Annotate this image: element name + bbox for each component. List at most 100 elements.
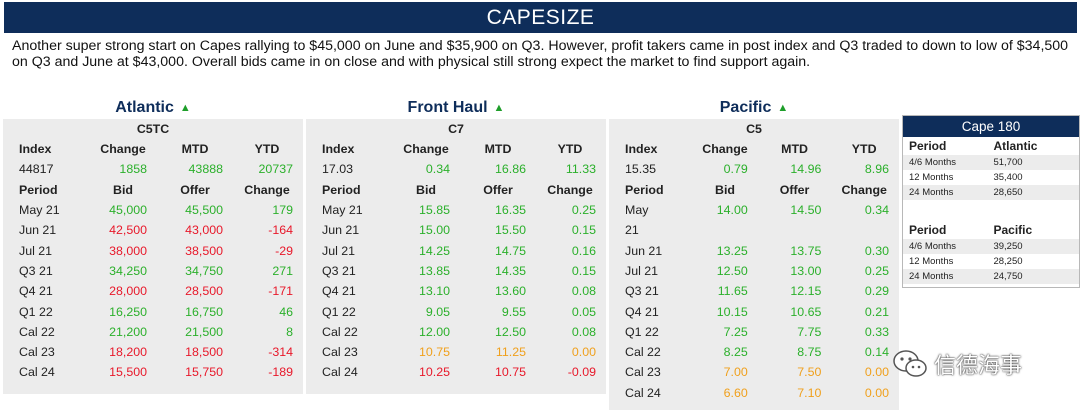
- period-cell: Q1 22: [625, 324, 659, 339]
- value-cell: 15,500: [109, 365, 147, 380]
- period-cell: May 21: [19, 203, 60, 218]
- value-cell: 16,250: [109, 304, 147, 319]
- value-cell: 45,000: [109, 203, 147, 218]
- value-cell: 0.34: [864, 203, 889, 218]
- value-cell: 11.65: [717, 284, 748, 299]
- header-pacific: Pacific: [993, 223, 1033, 237]
- panel-table: C7 Index Change MTD YTD 17.03 0.34 16.86 11.33 Pe…: [306, 119, 606, 383]
- table-row: 24 Months 24,750: [903, 269, 1079, 284]
- table-row: Cal 23 7.00 7.50 0.00: [609, 362, 899, 382]
- period-cell: Q4 21: [625, 304, 659, 319]
- value-cell: 34,750: [185, 263, 223, 278]
- index-cell: 0.34: [425, 162, 450, 177]
- value-cell: 13.10: [418, 284, 450, 299]
- cape-180-table: Period Atlantic 4/6 Months 51,700 12 Mon…: [903, 137, 1079, 284]
- value-cell: 28,250: [993, 256, 1023, 267]
- period-cell: Cal 22: [19, 324, 55, 339]
- column-header: YTD: [851, 142, 877, 157]
- value-cell: 12.00: [418, 324, 450, 339]
- header-atlantic: Atlantic: [993, 139, 1038, 153]
- panel-table: C5TC Index Change MTD YTD 44817 1858 43888 20737…: [3, 119, 303, 383]
- trend-up-icon: ▲: [493, 102, 505, 114]
- value-cell: 0.25: [864, 263, 889, 278]
- value-cell: 0.08: [571, 284, 596, 299]
- table-row: Q1 22 16,250 16,750 46: [3, 301, 303, 321]
- value-cell: 9.05: [425, 304, 450, 319]
- value-cell: 8.25: [723, 345, 748, 360]
- market-commentary: Another super strong start on Capes rall…: [12, 38, 1069, 71]
- period-header-row: Period Bid Offer Change: [3, 180, 303, 200]
- value-cell: 51,700: [987, 155, 1079, 170]
- index-row: 15.35 0.79 14.96 8.96: [609, 159, 899, 179]
- value-cell: 6.60: [723, 385, 748, 400]
- cape-180-title: Cape 180: [903, 116, 1079, 137]
- value-cell: 18,500: [185, 345, 223, 360]
- value-cell: 0.25: [571, 203, 596, 218]
- value-cell: 14.75: [494, 243, 526, 258]
- table-row: Cal 22 8.25 8.75 0.14: [609, 342, 899, 362]
- column-header: Change: [841, 182, 887, 197]
- panel-pacific: C5 Index Change MTD YTD 15.35 0.79 14.96 8.96 Per…: [609, 119, 899, 410]
- value-cell: -29: [275, 243, 293, 258]
- value-cell: 16,750: [185, 304, 223, 319]
- value-cell: 15.85: [418, 203, 450, 218]
- value-cell: 38,000: [109, 243, 147, 258]
- value-cell: 0.15: [571, 263, 596, 278]
- table-row: May 14.00 14.50 0.34: [609, 200, 899, 220]
- value-cell: 10.15: [716, 304, 748, 319]
- panel-title-text: Atlantic: [115, 99, 174, 116]
- value-cell: 38,500: [185, 243, 223, 258]
- column-header: Change: [100, 142, 146, 157]
- route-code: C5: [746, 122, 762, 136]
- table-header-row: Period Atlantic: [903, 137, 1079, 155]
- panel-title-pacific: Pacific ▲: [609, 99, 899, 117]
- value-cell: 0.00: [571, 345, 596, 360]
- column-header: Index: [19, 142, 52, 157]
- index-header-row: Index Change MTD YTD: [3, 139, 303, 159]
- table-row: Jul 21 14.25 14.75 0.16: [306, 240, 606, 260]
- period-cell: Jul 21: [19, 243, 53, 258]
- period-cell: Jul 21: [322, 243, 356, 258]
- column-header: Change: [403, 142, 449, 157]
- column-header: Change: [702, 142, 748, 157]
- period-cell: Cal 24: [322, 365, 358, 380]
- index-cell: 15.35: [625, 162, 657, 177]
- panel-atlantic: C5TC Index Change MTD YTD 44817 1858 43888 20737…: [3, 119, 303, 394]
- value-cell: 13.60: [494, 284, 526, 299]
- value-cell: 8.75: [797, 345, 822, 360]
- column-header: MTD: [181, 142, 209, 157]
- table-row: Cal 23 10.75 11.25 0.00: [306, 342, 606, 362]
- value-cell: [690, 220, 760, 240]
- value-cell: 7.50: [797, 365, 822, 380]
- value-cell: 15.50: [494, 223, 526, 238]
- table-row: Jun 21 15.00 15.50 0.15: [306, 220, 606, 240]
- period-cell: Jun 21: [625, 243, 663, 258]
- value-cell: 11.25: [495, 345, 526, 360]
- value-cell: 21,200: [109, 324, 147, 339]
- panel-title-text: Pacific: [719, 99, 772, 116]
- table-row: Q4 21 28,000 28,500 -171: [3, 281, 303, 301]
- trend-up-icon: ▲: [179, 102, 191, 114]
- column-header: Change: [547, 182, 593, 197]
- value-cell: 9.55: [501, 304, 526, 319]
- index-header-row: Index Change MTD YTD: [306, 139, 606, 159]
- table-row: Cal 22 21,200 21,500 8: [3, 322, 303, 342]
- table-row: Q4 21 10.15 10.65 0.21: [609, 301, 899, 321]
- column-header: Period: [322, 182, 361, 197]
- value-cell: 7.75: [797, 324, 822, 339]
- column-header: Bid: [416, 182, 436, 197]
- wechat-icon: [893, 350, 927, 377]
- value-cell: 10.25: [418, 365, 450, 380]
- value-cell: 0.30: [864, 243, 889, 258]
- period-cell: 4/6 Months: [903, 239, 988, 254]
- header-period: Period: [909, 139, 947, 153]
- value-cell: 0.33: [864, 324, 889, 339]
- period-cell: 21: [625, 223, 639, 238]
- period-cell: Cal 24: [625, 385, 661, 400]
- value-cell: 0.14: [864, 345, 889, 360]
- period-cell: 12 Months: [909, 172, 954, 183]
- index-cell: 17.03: [322, 162, 354, 177]
- table-row: Q3 21 34,250 34,750 271: [3, 261, 303, 281]
- value-cell: 179: [272, 203, 293, 218]
- column-header: Period: [19, 182, 58, 197]
